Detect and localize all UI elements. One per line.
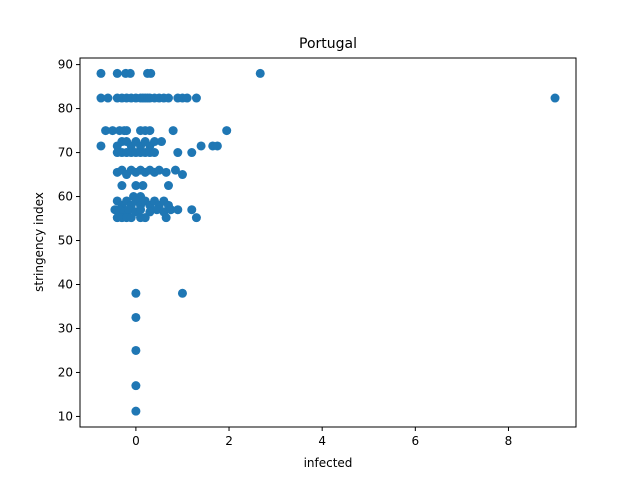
x-tick-label: 6: [412, 434, 420, 448]
y-tick-label: 20: [58, 365, 73, 379]
data-point: [101, 126, 111, 136]
data-point: [96, 93, 106, 103]
data-point: [212, 141, 222, 151]
data-point: [131, 406, 141, 416]
data-point: [112, 68, 122, 78]
data-point: [140, 213, 150, 223]
y-tick-label: 80: [58, 102, 73, 116]
y-tick-label: 70: [58, 146, 73, 160]
data-point: [163, 181, 173, 191]
data-point: [168, 126, 178, 136]
data-point: [150, 148, 160, 158]
data-point: [196, 141, 206, 151]
x-tick-label: 0: [132, 434, 140, 448]
y-axis-ticks: 10 20 30 40 50 60 70 80 90: [58, 58, 80, 423]
data-point: [150, 137, 160, 147]
data-point: [154, 165, 164, 175]
data-point: [173, 205, 183, 215]
y-tick-label: 90: [58, 58, 73, 72]
data-point: [103, 93, 113, 103]
data-point: [157, 137, 166, 147]
data-point: [96, 68, 106, 78]
y-axis-label: stringency index: [32, 192, 46, 292]
data-point: [177, 170, 187, 180]
y-tick-label: 10: [58, 409, 73, 423]
data-point: [146, 68, 156, 78]
plot-area-frame: [79, 57, 577, 428]
data-point: [187, 205, 197, 215]
data-point: [108, 126, 118, 136]
data-points: [96, 68, 560, 416]
data-point: [222, 126, 232, 136]
data-point: [187, 148, 197, 158]
data-point: [177, 288, 187, 298]
data-point: [125, 68, 135, 78]
data-point: [191, 213, 201, 223]
x-axis-ticks: 0 2 4 6 8: [132, 427, 512, 448]
data-point: [131, 288, 141, 298]
x-tick-label: 8: [505, 434, 513, 448]
data-point: [131, 345, 141, 355]
data-point: [126, 213, 136, 223]
data-point: [124, 205, 134, 215]
data-point: [550, 93, 560, 103]
y-tick-label: 40: [58, 278, 73, 292]
data-point: [163, 93, 173, 103]
y-tick-label: 30: [58, 321, 73, 335]
data-point: [166, 205, 176, 215]
data-point: [96, 141, 106, 151]
data-point: [122, 126, 132, 136]
data-point: [136, 205, 146, 215]
data-point: [152, 205, 162, 215]
data-point: [117, 181, 127, 191]
y-tick-label: 50: [58, 234, 73, 248]
x-axis-label: infected: [304, 456, 353, 470]
data-point: [138, 181, 148, 191]
data-point: [170, 165, 180, 175]
data-point: [161, 213, 171, 223]
data-point: [145, 126, 155, 136]
data-point: [131, 181, 141, 191]
x-tick-label: 2: [225, 434, 233, 448]
chart-title: Portugal: [299, 36, 357, 52]
y-tick-label: 60: [58, 190, 73, 204]
data-point: [182, 93, 192, 103]
data-point: [131, 381, 141, 391]
data-point: [131, 312, 141, 322]
x-tick-label: 4: [318, 434, 326, 448]
data-point: [173, 148, 183, 158]
data-point: [191, 93, 201, 103]
data-point: [161, 167, 171, 177]
data-point: [255, 68, 265, 78]
